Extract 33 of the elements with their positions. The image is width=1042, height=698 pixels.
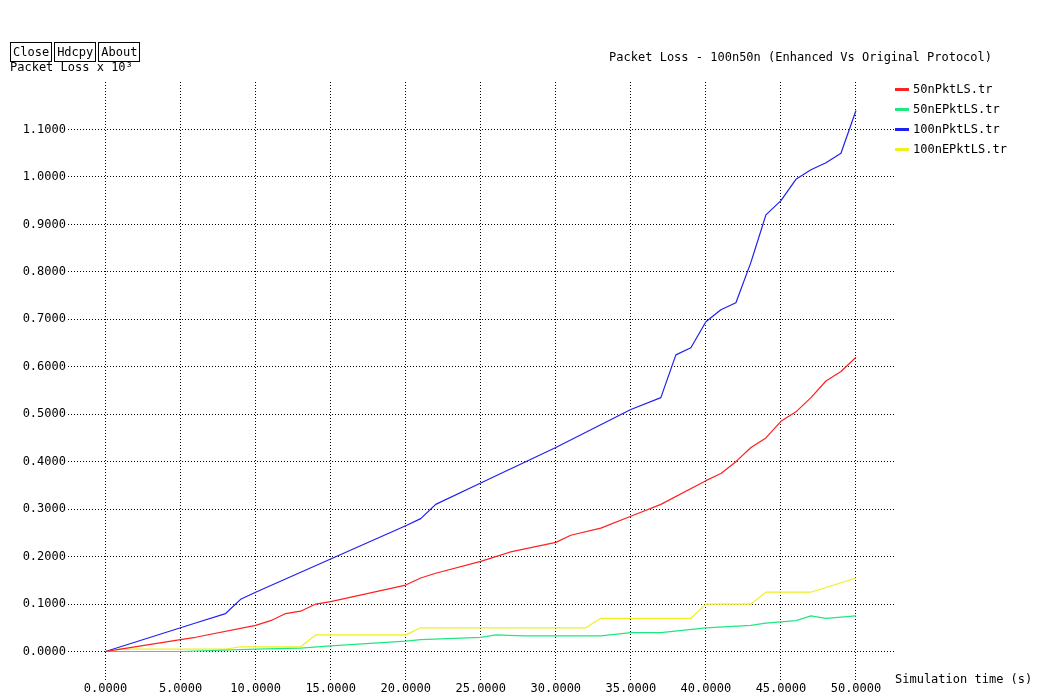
legend-label: 100nEPktLS.tr bbox=[913, 142, 1007, 156]
y-tick-label: 0.4000 bbox=[22, 453, 66, 468]
x-tick-label: 15.0000 bbox=[305, 681, 356, 696]
legend-label: 100nPktLS.tr bbox=[913, 122, 1000, 136]
x-tick-label: 5.0000 bbox=[158, 681, 203, 696]
x-tick-label: 20.0000 bbox=[380, 681, 431, 696]
y-tick-label: 0.1000 bbox=[22, 596, 66, 611]
legend-label: 50nPktLS.tr bbox=[913, 82, 993, 96]
y-tick-label: 0.8000 bbox=[22, 263, 66, 278]
y-tick-label: 0.7000 bbox=[22, 311, 66, 326]
text: About bbox=[101, 45, 138, 59]
text: Close bbox=[13, 45, 50, 59]
text: Hdcpy bbox=[57, 45, 94, 59]
x-tick-label: 0.0000 bbox=[83, 681, 128, 696]
x-tick-label: 45.0000 bbox=[755, 681, 807, 696]
x-axis-title: Simulation time (s) bbox=[895, 672, 1033, 686]
y-tick-label: 0.6000 bbox=[22, 358, 66, 373]
x-tick-label: 10.0000 bbox=[230, 681, 281, 696]
x-tick-label: 40.0000 bbox=[680, 681, 732, 696]
y-tick-label: 0.3000 bbox=[22, 501, 66, 516]
x-tick-label: 35.0000 bbox=[605, 681, 657, 696]
x-tick-label: 25.0000 bbox=[455, 681, 507, 696]
x-tick-label: 30.0000 bbox=[530, 681, 582, 696]
y-tick-label: 0.0000 bbox=[22, 643, 66, 658]
y-tick-label: 1.0000 bbox=[22, 169, 66, 184]
x-tick-label: 50.0000 bbox=[830, 681, 882, 696]
chart-title: Packet Loss - 100n50n (Enhanced Vs Original Protocol) bbox=[609, 50, 992, 64]
y-tick-label: 0.5000 bbox=[22, 406, 66, 421]
y-tick-label: 0.9000 bbox=[22, 216, 66, 231]
y-axis-title: Packet Loss x 10³ bbox=[10, 60, 133, 74]
y-tick-label: 0.2000 bbox=[22, 548, 66, 563]
legend-label: 50nEPktLS.tr bbox=[913, 102, 1000, 116]
y-tick-label: 1.1000 bbox=[22, 121, 66, 136]
